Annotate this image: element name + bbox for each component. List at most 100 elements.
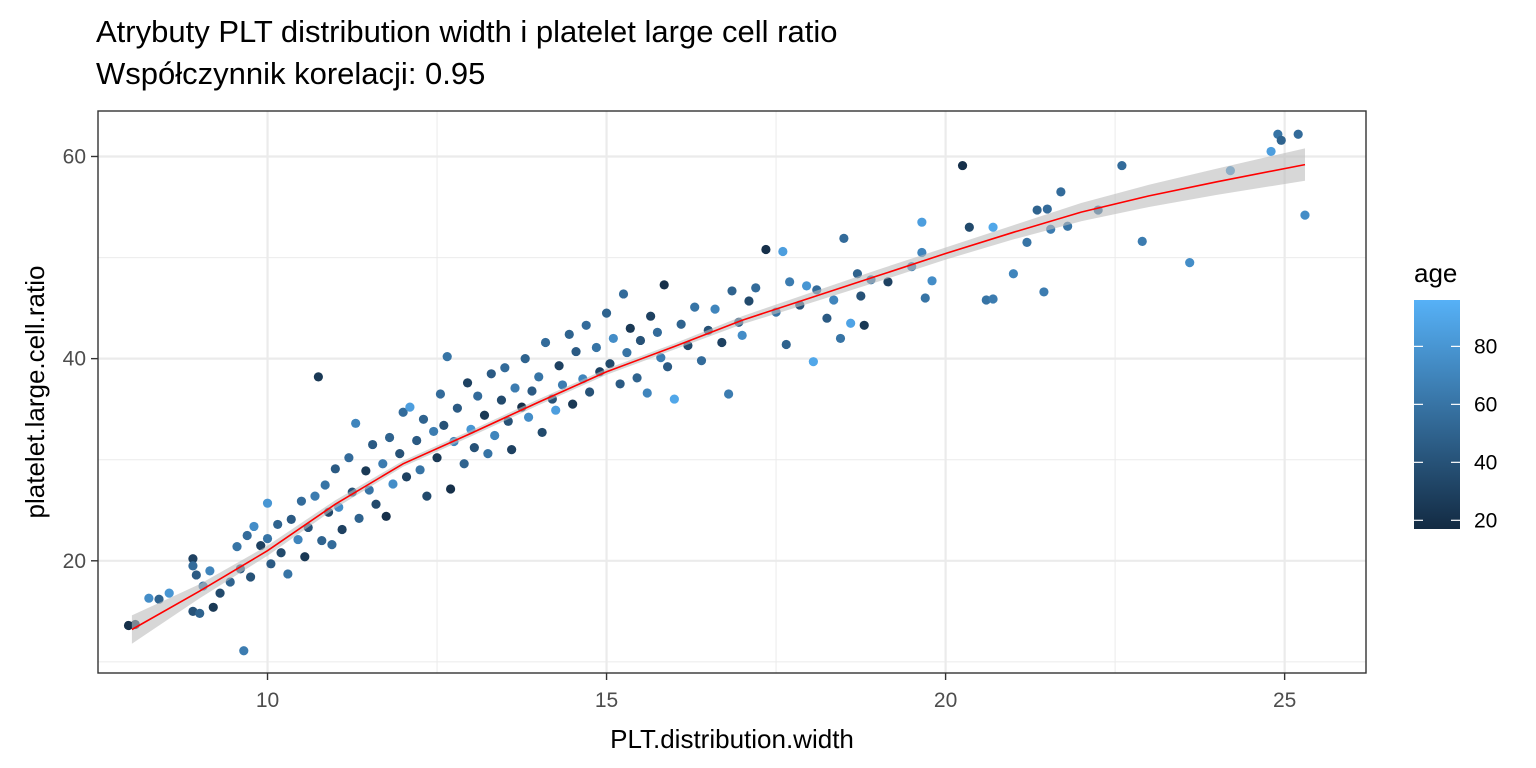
data-point	[537, 427, 547, 438]
data-point	[652, 327, 663, 337]
legend-colorbar	[1414, 300, 1460, 529]
data-point	[615, 379, 625, 389]
data-point	[635, 335, 646, 346]
data-point	[669, 394, 679, 404]
data-point	[622, 347, 632, 358]
x-tick-label: 20	[934, 689, 957, 712]
data-point	[337, 524, 347, 535]
data-point	[459, 459, 469, 469]
data-point	[659, 280, 669, 290]
data-point	[256, 541, 266, 551]
data-point	[1185, 258, 1195, 268]
data-point	[239, 646, 249, 656]
data-point	[585, 387, 595, 397]
data-point	[1117, 160, 1127, 171]
data-point	[401, 472, 412, 482]
data-point	[188, 561, 198, 571]
legend-tick-label: 80	[1474, 335, 1497, 358]
data-point	[1022, 237, 1032, 248]
data-point	[432, 453, 442, 463]
y-tick-label: 40	[63, 348, 86, 371]
data-point	[717, 337, 727, 348]
data-point	[293, 534, 303, 545]
data-point	[581, 320, 591, 330]
data-point	[785, 277, 795, 287]
x-tick-label: 25	[1273, 689, 1296, 712]
data-point	[188, 554, 198, 564]
chart-subtitle: Współczynnik korelacji: 0.95	[96, 56, 486, 91]
data-point	[737, 330, 747, 340]
data-point	[327, 540, 337, 550]
data-point	[361, 466, 371, 476]
data-point	[232, 542, 242, 552]
y-tick-label: 60	[63, 145, 86, 168]
x-axis: 10 15 20 25	[256, 673, 1296, 712]
legend-tick-label: 20	[1474, 509, 1497, 532]
data-point	[835, 333, 846, 344]
data-point	[486, 369, 496, 379]
x-axis-label: PLT.distribution.width	[610, 724, 854, 754]
data-point	[418, 414, 429, 424]
data-point	[856, 291, 866, 301]
data-point	[208, 602, 218, 612]
data-point	[388, 479, 398, 489]
legend-title: age	[1414, 258, 1457, 288]
data-point	[551, 405, 561, 415]
data-point	[523, 412, 534, 422]
data-point	[351, 418, 361, 428]
data-point	[500, 363, 510, 373]
y-axis-label: platelet.large.cell.ratio	[20, 266, 50, 519]
data-point	[1039, 287, 1049, 297]
data-point	[435, 389, 446, 399]
data-point	[452, 403, 462, 413]
data-point	[646, 311, 656, 321]
data-point	[1276, 135, 1286, 145]
data-point	[164, 588, 174, 598]
data-point	[662, 362, 673, 372]
data-point	[415, 465, 425, 475]
data-point	[144, 593, 154, 603]
data-point	[724, 389, 734, 399]
data-point	[205, 566, 215, 576]
data-point	[378, 459, 388, 469]
data-point	[273, 519, 283, 530]
major-gridlines	[98, 111, 1366, 673]
data-point	[554, 361, 564, 371]
data-point	[398, 407, 408, 417]
data-point	[490, 430, 500, 441]
data-point	[483, 449, 493, 459]
data-point	[1056, 187, 1066, 197]
chart-title: Atrybuty PLT distribution width i platel…	[96, 14, 838, 49]
data-point	[262, 533, 273, 544]
data-point	[964, 222, 974, 232]
data-point	[215, 588, 225, 598]
data-point	[1300, 210, 1310, 220]
data-point	[761, 244, 771, 255]
data-point	[395, 449, 405, 459]
data-point	[320, 480, 330, 490]
data-point	[829, 295, 839, 305]
data-point	[429, 426, 439, 437]
data-point	[371, 499, 381, 509]
data-point	[808, 357, 818, 367]
data-point	[801, 281, 812, 291]
data-point	[591, 342, 601, 353]
data-point	[330, 464, 340, 474]
data-point	[249, 521, 259, 532]
data-point	[1137, 236, 1147, 246]
data-point	[245, 572, 256, 582]
data-point	[442, 352, 452, 362]
data-point	[534, 372, 544, 382]
data-point	[527, 386, 537, 396]
data-point	[1032, 205, 1042, 215]
data-point	[283, 569, 293, 579]
data-point	[568, 399, 578, 409]
data-point	[744, 296, 754, 306]
data-point	[123, 620, 134, 631]
data-point	[479, 410, 490, 420]
data-point	[981, 295, 991, 305]
data-point	[368, 439, 378, 450]
data-point	[690, 302, 700, 312]
data-point	[354, 513, 364, 523]
